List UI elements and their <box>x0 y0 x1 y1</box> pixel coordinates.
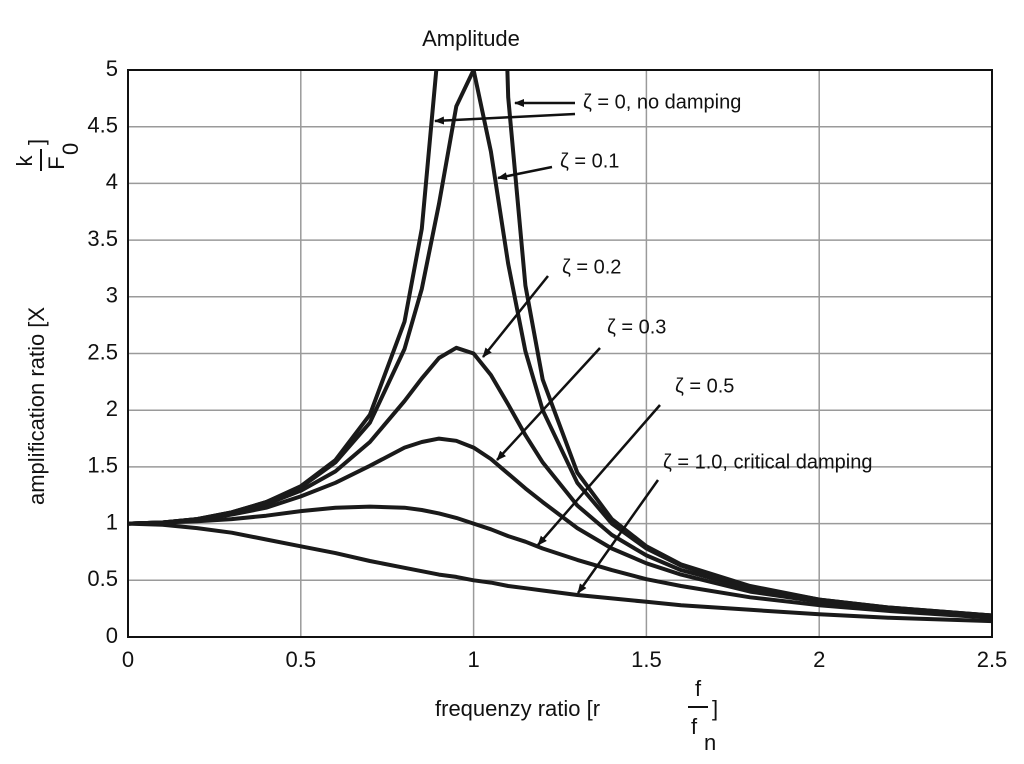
curves <box>128 70 992 624</box>
y-tick-label: 3.5 <box>87 226 118 251</box>
x-tick-label: 2.5 <box>977 647 1008 672</box>
y-tick-label: 2.5 <box>87 339 118 364</box>
chart-title: Amplitude <box>422 26 520 51</box>
curve <box>128 345 992 618</box>
plot-frame <box>127 69 993 638</box>
x-label-numerator: f <box>695 676 702 701</box>
x-tick-label: 0 <box>122 647 134 672</box>
y-tick-label: 0 <box>106 623 118 648</box>
annotations: ζ = 0, no damping ζ = 0.1 ζ = 0.2 ζ = 0.3 ζ … <box>434 91 872 594</box>
y-label-numerator: k <box>12 155 37 167</box>
annotation-arrow <box>497 165 553 181</box>
y-axis-label: amplification ratio [X <box>24 307 49 505</box>
annotation-arrow <box>434 112 576 125</box>
curve <box>128 436 992 619</box>
x-label-subscript: n <box>704 730 716 755</box>
annotation: ζ = 0.1 <box>560 150 619 172</box>
y-label-close: ] <box>24 139 49 145</box>
x-tick-label: 1 <box>467 647 479 672</box>
labels: 0 0.5 1 1.5 2 2.5 3 3.5 4 4.5 5 0 0.5 1 1.5 2 2.5 frequen… <box>12 56 1007 755</box>
curve <box>128 521 992 624</box>
y-tick-label: 3 <box>106 283 118 308</box>
annotation: ζ = 0.3 <box>607 316 666 338</box>
curve <box>128 504 992 620</box>
x-label-denominator: f <box>691 714 698 739</box>
y-label-denominator: F <box>44 156 69 169</box>
y-tick-label: 4 <box>106 169 118 194</box>
annotation: ζ = 0.5 <box>675 375 734 397</box>
annotation-arrow <box>576 479 660 594</box>
x-tick-label: 1.5 <box>631 647 662 672</box>
annotation-arrow <box>537 404 661 546</box>
y-axis-label-group: amplification ratio [X k F0] <box>12 139 83 505</box>
curve <box>128 70 992 618</box>
x-axis-label: frequenzy ratio [r <box>435 696 600 721</box>
annotation: ζ = 0.2 <box>562 256 621 278</box>
x-tick-label: 2 <box>813 647 825 672</box>
annotation-arrow <box>482 275 549 358</box>
y-tick-label: 5 <box>106 56 118 81</box>
y-tick-label: 1.5 <box>87 453 118 478</box>
x-tick-label: 0.5 <box>286 647 317 672</box>
y-tick-label: 4.5 <box>87 113 118 138</box>
y-tick-label: 1 <box>106 509 118 534</box>
x-label-close: ] <box>712 696 718 721</box>
annotation-arrow <box>496 347 601 461</box>
annotation: ζ = 0, no damping <box>583 91 741 113</box>
annotation: ζ = 1.0, critical damping <box>663 451 872 473</box>
y-tick-label: 0.5 <box>87 566 118 591</box>
y-label-subscript: 0 <box>58 143 83 155</box>
y-tick-label: 2 <box>106 396 118 421</box>
